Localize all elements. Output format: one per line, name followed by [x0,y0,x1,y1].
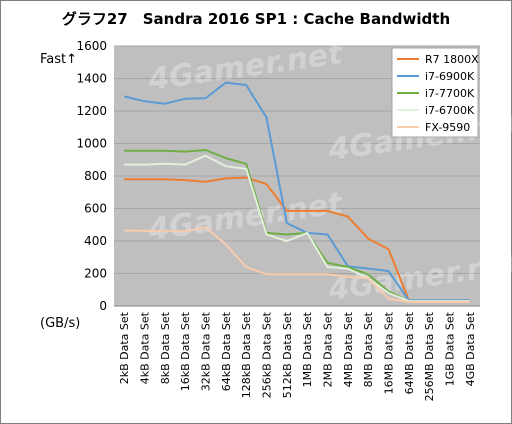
legend: R7 1800X i7-6900K i7-7700K i7-6700K FX-9590 [391,47,479,138]
y-axis-ticks: 0 200 400 600 800 1000 1200 1400 1600 [76,39,107,313]
y-tick-label: 1200 [76,104,107,118]
x-axis-ticks: 2kB Data Set 4kB Data Set 8kB Data Set 16kB… [118,311,477,401]
y-tick-label: 1000 [76,137,107,151]
x-tick-label: 512kB Data Set [281,311,294,398]
x-tick-label: 2kB Data Set [118,311,131,384]
chart-title: グラフ27 Sandra 2016 SP1 : Cache Bandwidth [61,10,451,28]
x-tick-label: 16kB Data Set [179,311,192,391]
x-tick-label: 8MB Data Set [362,311,375,387]
y-axis-unit: (GB/s) [40,316,81,331]
x-tick-label: 256MB Data Set [423,311,436,401]
y-tick-label: 600 [84,202,107,216]
x-tick-label: 64kB Data Set [220,311,233,391]
x-tick-label: 4MB Data Set [342,311,355,387]
y-tick-label: 1600 [76,39,107,53]
x-tick-label: 4kB Data Set [139,311,152,384]
series-lines [123,81,470,303]
direction-label: Fast↑ [40,52,78,67]
series-line-4 [124,226,470,303]
x-tick-label: 16MB Data Set [383,311,396,394]
legend-label: R7 1800X [425,53,479,66]
legend-label: FX-9590 [425,121,470,134]
x-tick-label: 1MB Data Set [301,311,314,387]
x-tick-label: 1GB Data Set [444,311,457,386]
x-tick-label: 2MB Data Set [322,311,335,387]
y-tick-label: 800 [84,169,107,183]
legend-label: i7-6900K [425,70,475,83]
x-tick-label: 256kB Data Set [261,311,274,398]
legend-label: i7-6700K [425,104,475,117]
x-tick-label: 4GB Data Set [464,311,477,386]
legend-label: i7-7700K [425,87,475,100]
x-tick-label: 64MB Data Set [403,311,416,394]
y-tick-label: 1400 [76,72,107,86]
y-tick-label: 200 [84,267,107,281]
y-tick-label: 0 [99,299,107,313]
x-tick-label: 128kB Data Set [240,311,253,398]
x-tick-label: 8kB Data Set [159,311,172,384]
y-tick-label: 400 [84,234,107,248]
x-tick-label: 32kB Data Set [200,311,213,391]
